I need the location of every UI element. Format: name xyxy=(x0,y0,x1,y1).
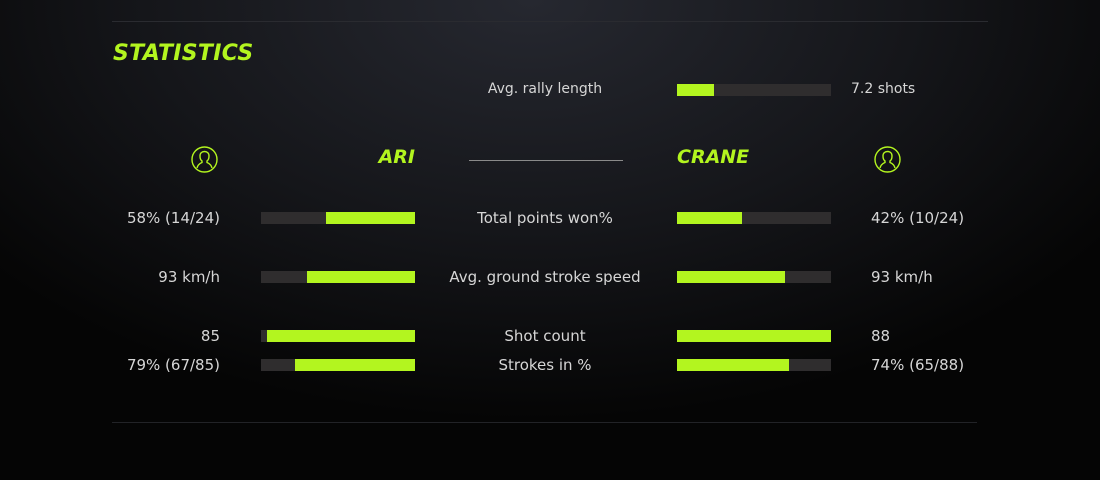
stat-label: Avg. ground stroke speed xyxy=(449,268,641,286)
stat-right-bar-fill xyxy=(677,271,785,283)
stat-left-value: 85 xyxy=(200,327,220,345)
stat-right-value: 88 xyxy=(871,327,891,345)
stat-right-bar-fill xyxy=(677,212,742,224)
header-divider xyxy=(469,160,623,161)
stat-left-bar xyxy=(261,271,415,283)
stat-left-bar-fill xyxy=(307,271,415,283)
stat-left-bar-fill xyxy=(294,359,415,371)
rally-value: 7.2 shots xyxy=(851,81,916,97)
stat-left-bar xyxy=(261,330,415,342)
stat-right-bar xyxy=(677,212,831,224)
stat-right-bar-fill xyxy=(677,359,790,371)
stat-right-bar xyxy=(677,330,831,342)
stat-left-value: 79% (67/85) xyxy=(126,356,220,374)
stat-label: Shot count xyxy=(504,327,586,345)
stat-right-value: 42% (10/24) xyxy=(871,209,965,227)
stat-right-value: 93 km/h xyxy=(871,268,933,286)
stat-left-bar xyxy=(261,212,415,224)
player-right-name: CRANE xyxy=(677,146,750,168)
stat-left-bar-fill xyxy=(267,330,415,342)
rally-bar-fill xyxy=(677,84,714,96)
player-left-name: ARI xyxy=(378,146,415,168)
stat-label: Strokes in % xyxy=(498,356,592,374)
page-title: STATISTICS xyxy=(113,41,254,66)
rally-label: Avg. rally length xyxy=(487,81,603,97)
user-circle-icon xyxy=(874,146,901,173)
stat-right-bar xyxy=(677,271,831,283)
stat-right-bar xyxy=(677,359,831,371)
top-divider xyxy=(112,21,988,22)
stat-left-bar xyxy=(261,359,415,371)
stat-left-bar-fill xyxy=(325,212,415,224)
stat-label: Total points won% xyxy=(477,209,613,227)
stat-left-value: 58% (14/24) xyxy=(126,209,220,227)
stat-right-bar-fill xyxy=(677,330,831,342)
user-circle-icon xyxy=(191,146,218,173)
stat-right-value: 74% (65/88) xyxy=(871,356,965,374)
stat-left-value: 93 km/h xyxy=(158,268,220,286)
bottom-divider xyxy=(112,422,977,423)
rally-bar xyxy=(677,84,831,96)
